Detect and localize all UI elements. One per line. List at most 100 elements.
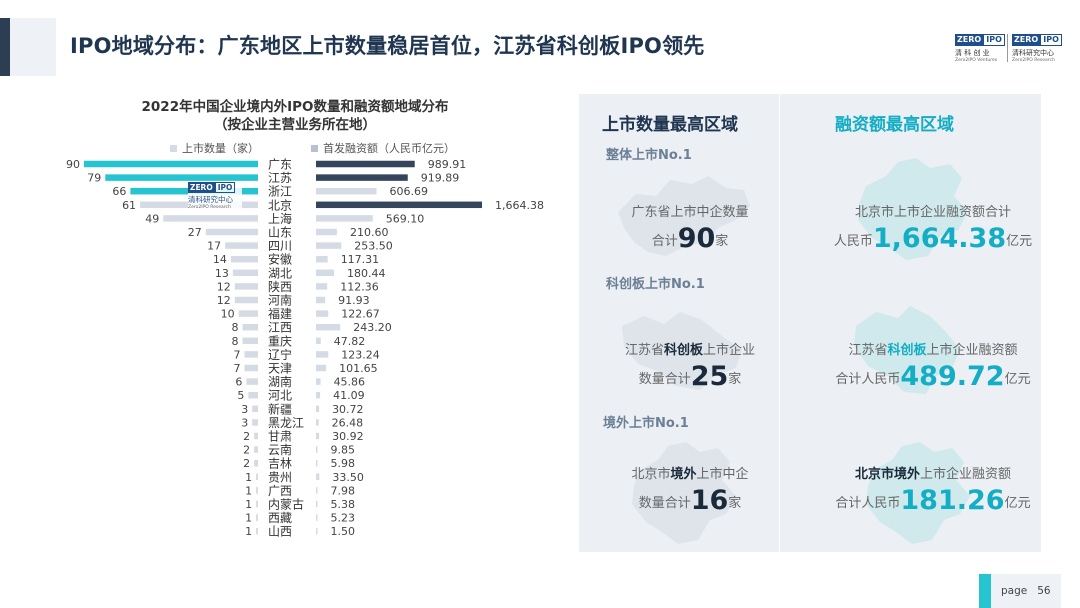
zero2ipo-research-logo: ZERO IPO 清科研究中心 Zero2IPO Research	[1012, 34, 1062, 63]
count-bar	[244, 364, 258, 372]
count-label: 17	[207, 240, 221, 253]
amount-label: 9.85	[331, 444, 356, 457]
amount-label: 180.44	[347, 267, 386, 280]
amount-bar	[316, 405, 320, 413]
category-label: 吉林	[268, 457, 292, 471]
count-label: 1	[245, 525, 252, 538]
amount-bar	[316, 283, 328, 290]
count-bar	[163, 215, 258, 222]
count-bar	[246, 378, 258, 385]
count-label: 12	[217, 294, 231, 307]
amount-label: 33.50	[332, 471, 364, 484]
page-title: IPO地域分布：广东地区上市数量稳居首位，江苏省科创板IPO领先	[70, 34, 705, 58]
amount-label: 45.86	[334, 376, 366, 389]
amount-bar	[316, 310, 329, 317]
amount-label: 7.98	[331, 484, 356, 497]
count-label: 1	[245, 512, 252, 525]
beijing-overseas-map-icon-right	[866, 442, 970, 544]
amount-bar	[316, 242, 342, 249]
category-label: 浙江	[268, 185, 292, 199]
amount-label: 26.48	[332, 416, 364, 429]
section-label-overall: 整体上市No.1	[606, 148, 692, 163]
stat-overall-count: 广东省上市中企数量 合计90家	[631, 205, 749, 254]
category-label: 内蒙古	[268, 497, 304, 512]
beijing-overseas-map-icon	[632, 442, 736, 544]
count-bar	[256, 527, 258, 535]
category-label: 西藏	[268, 511, 292, 525]
count-bar	[244, 351, 258, 358]
amount-bar	[316, 459, 318, 467]
category-label: 河北	[268, 389, 292, 403]
count-bar	[242, 337, 258, 345]
chart-title: 2022年中国企业境内外IPO数量和融资额地域分布 （按企业主营业务所在地）	[141, 99, 449, 133]
amount-bar	[316, 255, 328, 263]
amount-label: 1.50	[331, 525, 356, 538]
amount-label: 30.92	[332, 430, 364, 443]
amount-bar	[316, 187, 377, 195]
legend-amount: 首发融资额（人民币亿元）	[311, 140, 455, 156]
count-bar	[84, 160, 258, 168]
amount-label: 41.09	[333, 389, 365, 402]
count-bar	[254, 432, 258, 440]
category-label: 云南	[268, 442, 292, 457]
amount-bar	[316, 174, 408, 181]
amount-label: 91.93	[338, 294, 370, 307]
category-label: 湖南	[268, 374, 292, 389]
jiangsu-map-icon	[622, 312, 742, 390]
category-label: 黑龙江	[268, 416, 304, 430]
count-label: 3	[241, 416, 248, 429]
stat-overall-amount: 北京市上市企业融资额合计 人民币1,664.38亿元	[833, 205, 1033, 254]
count-bar	[238, 310, 258, 317]
amount-label: 47.82	[334, 335, 366, 348]
page-accent	[979, 574, 991, 608]
amount-label: 5.98	[331, 457, 356, 470]
amount-label: 210.60	[350, 226, 389, 239]
count-bar	[230, 255, 258, 263]
amount-label: 101.65	[339, 362, 378, 375]
amount-label: 253.50	[354, 240, 393, 253]
amount-bar	[316, 514, 318, 521]
count-label: 79	[87, 172, 101, 185]
section-label-overseas: 境外上市No.1	[603, 416, 689, 431]
amount-bar	[316, 351, 329, 358]
amount-label: 919.89	[421, 172, 460, 185]
count-bar	[256, 500, 258, 508]
count-bar	[205, 228, 258, 236]
stat-star-count: 江苏省科创板上市企业 数量合计25家	[624, 343, 756, 392]
category-label: 河南	[268, 293, 292, 308]
count-label: 10	[221, 308, 235, 321]
category-label: 天津	[268, 362, 292, 376]
amount-label: 123.24	[341, 348, 380, 361]
count-label: 27	[188, 226, 202, 239]
count-label: 2	[243, 457, 250, 470]
category-label: 江西	[268, 321, 292, 335]
count-label: 1	[245, 471, 252, 484]
amount-label: 606.69	[390, 185, 429, 198]
category-label: 福建	[268, 306, 292, 321]
count-label: 61	[122, 199, 136, 212]
category-label: 四川	[268, 239, 292, 253]
count-bar	[232, 269, 258, 277]
category-label: 重庆	[268, 334, 292, 348]
count-label: 49	[145, 212, 159, 225]
count-bar	[256, 514, 258, 521]
section-label-star-market: 科创板上市No.1	[606, 277, 705, 292]
count-label: 8	[232, 321, 239, 334]
amount-bar	[316, 391, 321, 399]
stat-overseas-count: 北京市境外上市中企 数量合计16家	[631, 467, 749, 516]
count-bar	[105, 174, 259, 181]
category-label: 江苏	[268, 171, 292, 185]
amount-bar	[316, 527, 318, 535]
count-label: 1	[245, 484, 252, 497]
category-label: 新疆	[268, 401, 292, 416]
guangdong-map-icon	[618, 176, 750, 256]
amount-label: 5.23	[331, 512, 356, 525]
count-bar	[252, 405, 258, 413]
zero2ipo-watermark: ZERO IPO 清科研究中心 Zero2IPO Research	[188, 182, 242, 212]
stat-star-amount: 江苏省科创板上市企业融资额 合计人民币489.72亿元	[835, 343, 1031, 392]
amount-bar	[316, 160, 415, 168]
category-label: 甘肃	[268, 430, 292, 444]
category-label: 陕西	[268, 279, 292, 294]
amount-label: 30.72	[332, 403, 364, 416]
count-label: 66	[112, 185, 126, 198]
